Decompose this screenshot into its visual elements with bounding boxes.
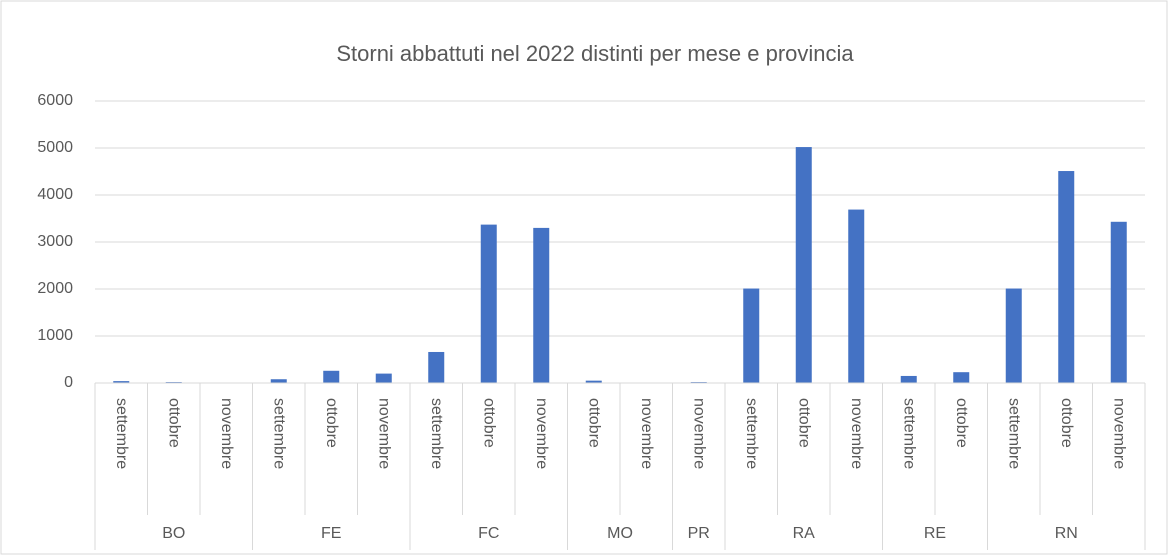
x-tick-label: settembre: [428, 398, 445, 469]
group-label: MO: [607, 525, 633, 542]
bar: [743, 288, 760, 383]
bar: [533, 227, 550, 383]
bar: [1058, 171, 1075, 383]
group-label: RE: [924, 525, 946, 542]
bar: [480, 224, 497, 383]
bar: [375, 373, 392, 383]
x-tick-label: novembre: [218, 398, 235, 469]
bar: [1110, 221, 1127, 383]
x-tick-label: settembre: [113, 398, 130, 469]
group-label: RN: [1055, 525, 1078, 542]
x-tick-label: ottobre: [166, 398, 183, 448]
x-tick-label: ottobre: [586, 398, 603, 448]
bar: [323, 370, 340, 383]
group-label: BO: [162, 525, 185, 542]
y-tick-label: 3000: [37, 233, 73, 250]
x-tick-label: novembre: [691, 398, 708, 469]
x-tick-label: novembre: [638, 398, 655, 469]
bar: [953, 372, 970, 383]
group-label: FE: [321, 525, 341, 542]
bar: [585, 380, 602, 383]
x-tick-label: ottobre: [1058, 398, 1075, 448]
x-tick-label: settembre: [1006, 398, 1023, 469]
group-label: RA: [793, 525, 816, 542]
x-tick-label: novembre: [533, 398, 550, 469]
chart-title: Storni abbattuti nel 2022 distinti per m…: [336, 41, 854, 66]
x-tick-label: ottobre: [323, 398, 340, 448]
x-tick-label: settembre: [743, 398, 760, 469]
y-tick-label: 2000: [37, 280, 73, 297]
bar: [795, 147, 812, 383]
y-tick-label: 4000: [37, 186, 73, 203]
x-tick-label: novembre: [848, 398, 865, 469]
bar: [428, 351, 445, 383]
group-label: PR: [688, 525, 710, 542]
bar: [113, 381, 130, 383]
y-tick-label: 5000: [37, 139, 73, 156]
bar: [270, 379, 287, 383]
y-tick-label: 0: [64, 374, 73, 391]
x-tick-label: settembre: [271, 398, 288, 469]
y-tick-label: 6000: [37, 92, 73, 109]
bar: [900, 375, 917, 383]
bar: [1005, 288, 1022, 383]
bar: [848, 209, 865, 383]
x-tick-label: novembre: [376, 398, 393, 469]
x-tick-label: ottobre: [796, 398, 813, 448]
group-label: FC: [478, 525, 499, 542]
x-tick-label: ottobre: [953, 398, 970, 448]
x-tick-label: ottobre: [481, 398, 498, 448]
y-tick-label: 1000: [37, 327, 73, 344]
x-tick-label: settembre: [901, 398, 918, 469]
x-tick-label: novembre: [1111, 398, 1128, 469]
